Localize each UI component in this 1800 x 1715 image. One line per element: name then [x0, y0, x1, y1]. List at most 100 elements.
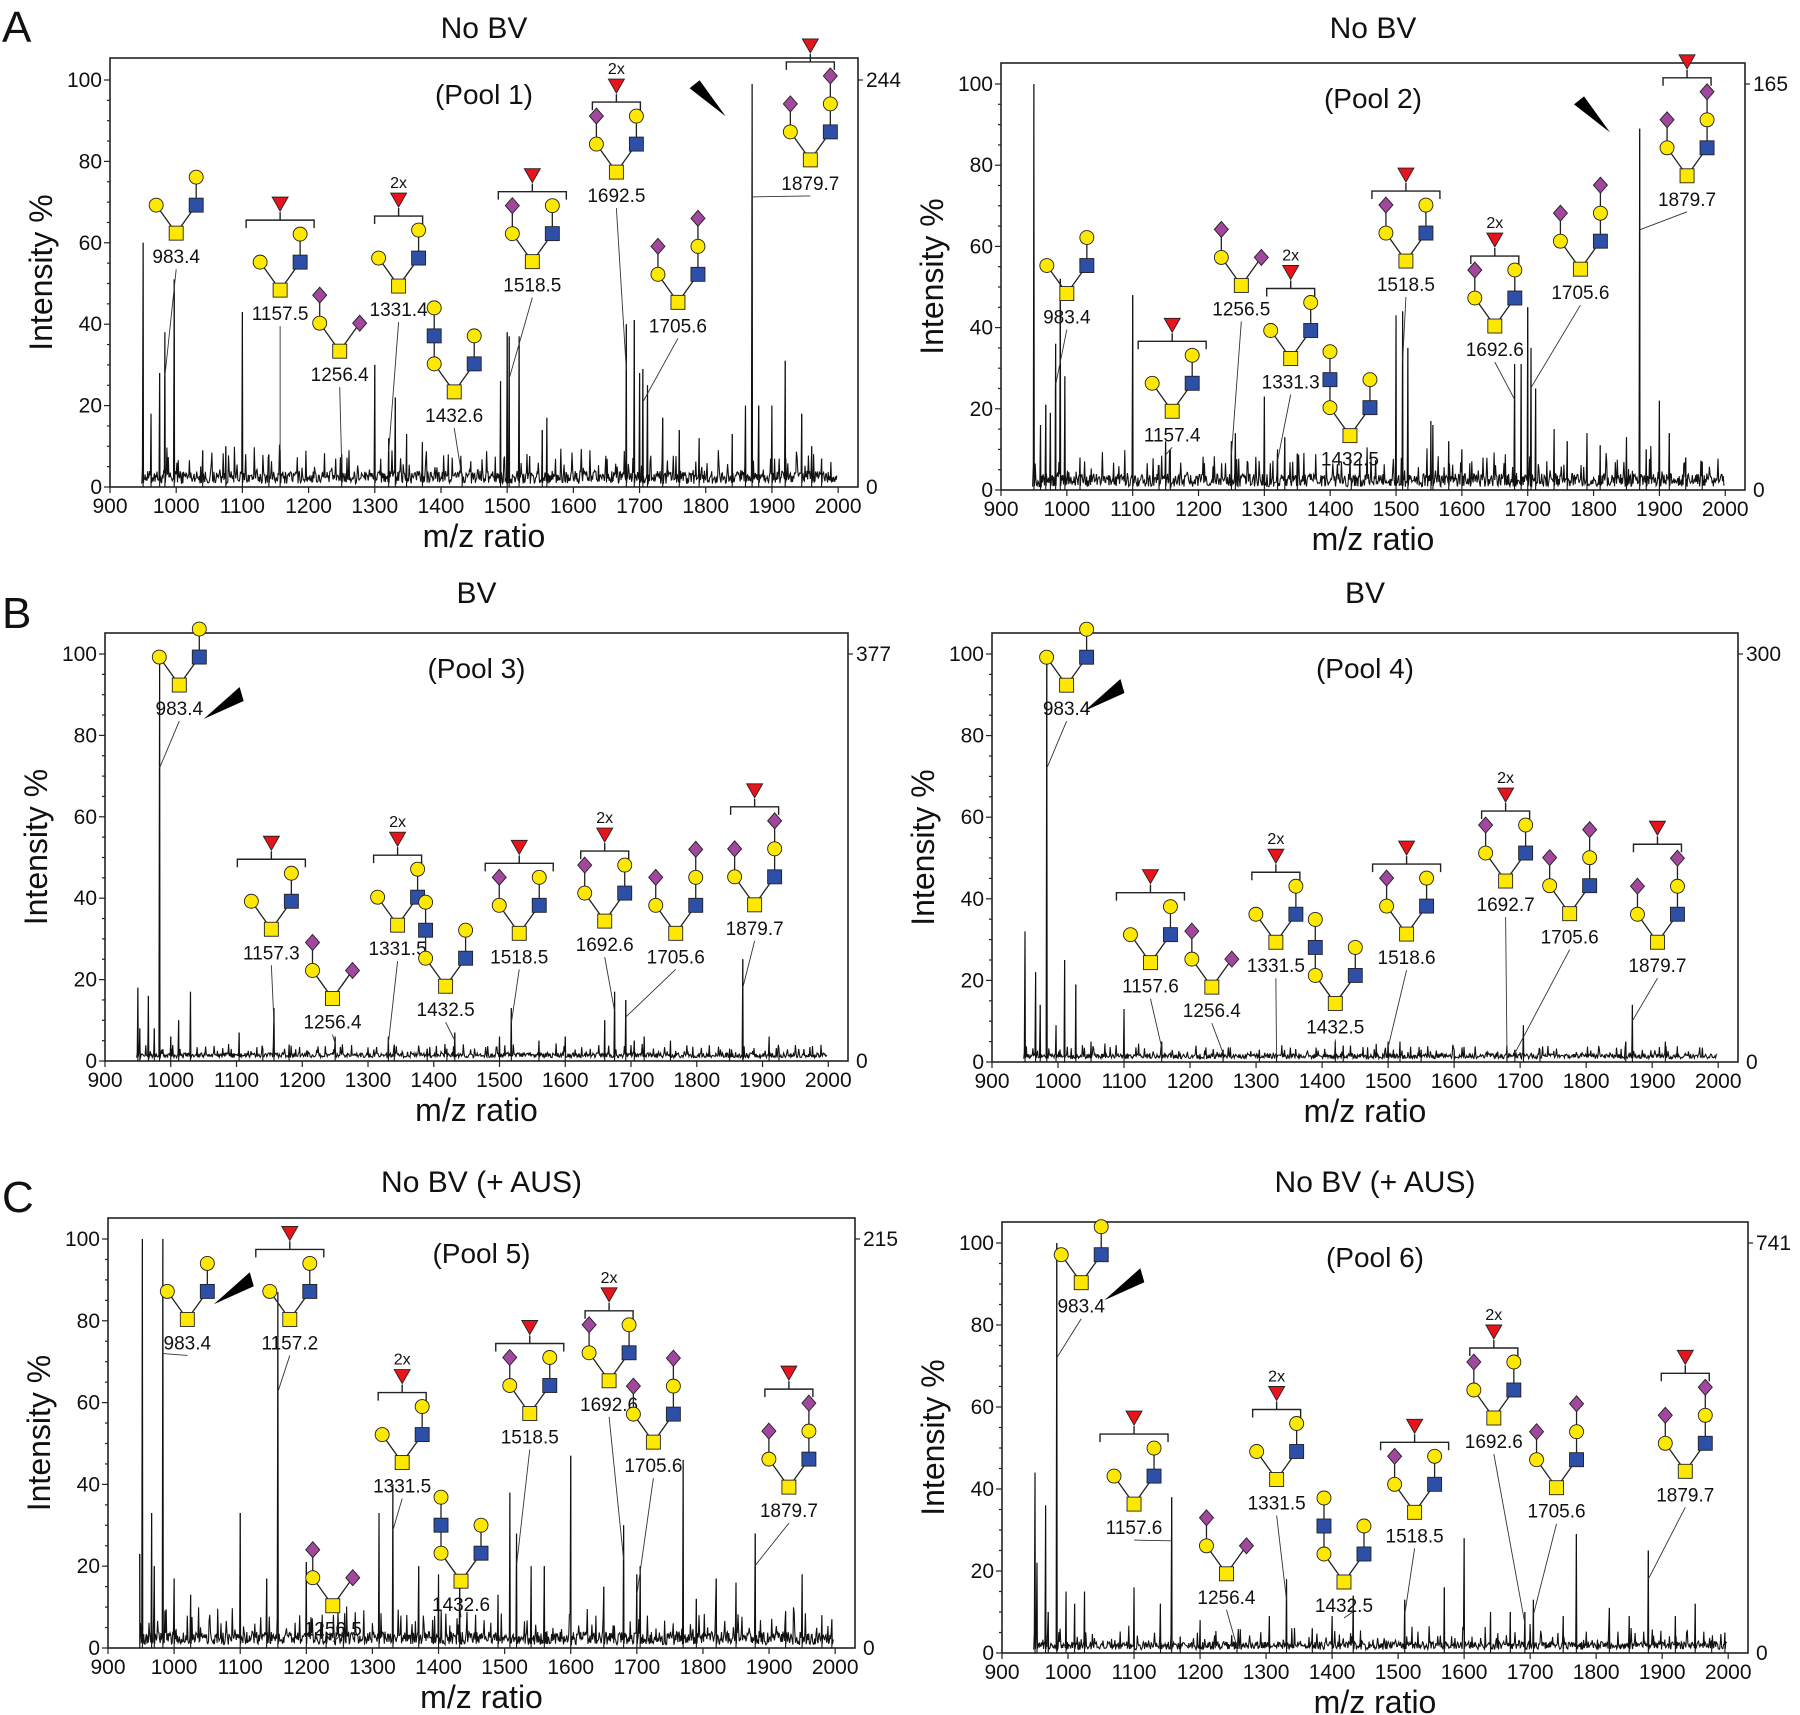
mz-label: 1879.7 — [1656, 1485, 1714, 1506]
glycan-annotation: 1256.4 — [311, 286, 369, 464]
galnac-core-square-icon — [1498, 873, 1514, 889]
x-axis-title: m/z ratio — [1304, 1093, 1427, 1129]
x-tick-label: 1600 — [1431, 1070, 1478, 1093]
x-tick-label: 1200 — [283, 1656, 330, 1679]
leader-line — [642, 338, 679, 403]
galnac-core-square-icon — [1399, 926, 1415, 942]
glycan-annotation: 1879.7 — [726, 783, 784, 988]
galactose-circle-icon — [544, 198, 560, 214]
glcnac-square-icon — [418, 922, 434, 938]
x-tick-label: 1500 — [1375, 1661, 1422, 1684]
galactose-circle-icon — [374, 1427, 390, 1443]
galactose-circle-icon — [252, 254, 268, 270]
y-tick-label: 80 — [79, 150, 102, 173]
x-tick-label: 1700 — [613, 1656, 660, 1679]
fucose-bracket — [1480, 803, 1531, 820]
fucose-bracket — [497, 183, 568, 200]
x-tick-label: 1000 — [1035, 1070, 1082, 1093]
y-tick-label: 80 — [971, 1314, 994, 1337]
y-tick-label: 60 — [971, 1396, 994, 1419]
base-peak-arrowhead-icon — [213, 1272, 254, 1305]
x-tick-label: 2000 — [812, 1656, 859, 1679]
glcnac-square-icon — [199, 1283, 215, 1299]
leader-line — [445, 1022, 456, 1041]
glcnac-square-icon — [1569, 1452, 1584, 1468]
mz-label: 1879.7 — [760, 1501, 818, 1522]
sialic-acid-diamond-icon — [1238, 1537, 1255, 1555]
x-tick-label: 1500 — [1373, 498, 1420, 521]
galactose-circle-icon — [1657, 1435, 1673, 1451]
galnac-core-square-icon — [332, 343, 348, 359]
spectrum-trace — [1033, 1242, 1728, 1652]
x-tick-label: 1000 — [151, 1656, 198, 1679]
galnac-core-square-icon — [168, 225, 184, 241]
galnac-core-square-icon — [1269, 1472, 1285, 1487]
leader-line — [1631, 978, 1658, 1022]
mz-label: 1879.7 — [1628, 956, 1686, 977]
leader-line — [162, 1353, 188, 1356]
x-axis-title: m/z ratio — [420, 1679, 543, 1715]
y-tick-label: 0 — [85, 1050, 97, 1073]
glcnac-square-icon — [688, 897, 704, 913]
x-tick-label: 1200 — [1175, 498, 1222, 521]
y-tick-label: 40 — [971, 1478, 994, 1501]
spectrum-trace — [136, 653, 828, 1060]
glycan-annotation: 1432.5 — [1321, 344, 1379, 482]
y-axis-title: Intensity % — [23, 194, 59, 351]
y-axis-title: Intensity % — [915, 1359, 951, 1516]
glycan-annotation: 1331.4 2x — [370, 175, 428, 452]
glcnac-square-icon — [531, 897, 547, 913]
right-axis-max-label: 244 — [866, 69, 901, 92]
glycan-annotation: 983.4 — [148, 169, 204, 376]
fucose-bracket — [495, 1335, 565, 1352]
fucose-bracket — [1379, 1434, 1450, 1451]
sialic-acid-diamond-icon — [588, 107, 604, 125]
mz-label: 1705.6 — [649, 316, 707, 337]
fucose-multiplier-label: 2x — [1267, 831, 1284, 848]
mz-label: 1331.3 — [1262, 373, 1320, 394]
sialic-acid-diamond-icon — [1378, 869, 1395, 887]
galnac-core-square-icon — [1327, 995, 1343, 1011]
y-tick-label: 60 — [970, 235, 993, 258]
y-axis-title: Intensity % — [18, 769, 54, 926]
fucose-triangle-icon — [389, 192, 408, 208]
leader-line — [754, 1522, 790, 1566]
leader-line — [1530, 304, 1581, 388]
galnac-core-square-icon — [1407, 1504, 1423, 1520]
mz-label: 1432.6 — [432, 1595, 490, 1616]
sialic-acid-diamond-icon — [1669, 849, 1686, 867]
galnac-core-square-icon — [1650, 934, 1665, 950]
sialic-acid-diamond-icon — [1467, 261, 1483, 279]
glycan-annotation: 1692.7 2x — [1477, 770, 1535, 1051]
galactose-circle-icon — [648, 897, 664, 913]
mz-label: 1157.5 — [252, 304, 309, 325]
y-tick-label: 0 — [982, 1642, 994, 1665]
leader-line — [1276, 1515, 1287, 1600]
x-tick-label: 1300 — [1233, 1070, 1280, 1093]
galactose-circle-icon — [1213, 249, 1229, 265]
fucose-bracket — [1251, 864, 1301, 881]
x-tick-label: 1700 — [608, 1069, 655, 1092]
leader-line — [332, 1632, 344, 1643]
right-axis-min-label: 0 — [863, 1637, 875, 1660]
galactose-circle-icon — [1569, 1424, 1584, 1440]
galactose-circle-icon — [283, 865, 299, 881]
x-tick-label: 900 — [983, 498, 1018, 521]
galnac-core-square-icon — [391, 278, 407, 294]
x-axis-title: m/z ratio — [423, 518, 546, 554]
y-tick-label: 40 — [970, 317, 993, 340]
glycan-annotation: 1256.4 — [1183, 922, 1241, 1054]
x-tick-label: 1100 — [218, 1656, 263, 1679]
leader-line — [1055, 329, 1068, 385]
x-tick-label: 1000 — [1043, 498, 1090, 521]
sialic-acid-diamond-icon — [305, 1541, 321, 1559]
leader-line — [270, 965, 275, 1023]
fucose-triangle-icon — [745, 783, 764, 799]
glcnac-square-icon — [1184, 375, 1200, 391]
y-axis-title: Intensity % — [21, 1355, 57, 1512]
galactose-circle-icon — [426, 300, 442, 316]
glycan-annotation: 1705.6 — [1530, 176, 1609, 388]
galactose-circle-icon — [767, 841, 783, 857]
x-tick-label: 1500 — [484, 495, 531, 518]
